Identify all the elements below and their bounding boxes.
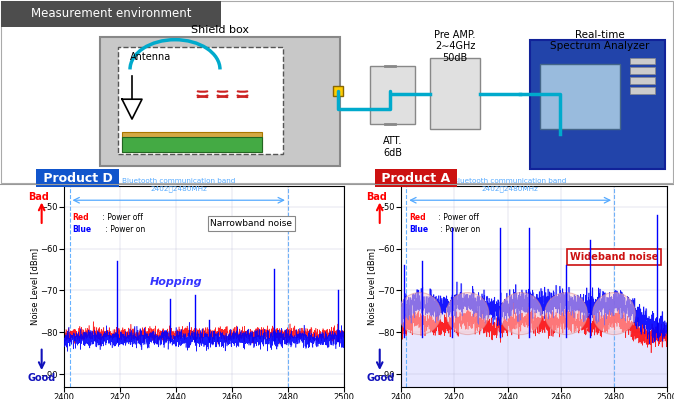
Bar xyxy=(100,37,340,166)
Bar xyxy=(630,77,655,84)
Text: Shield box: Shield box xyxy=(191,25,249,35)
Text: Bluetooth communication band
2402～2480MHz: Bluetooth communication band 2402～2480MH… xyxy=(454,178,567,192)
Text: Pre AMP.
2∼4GHz
50dB: Pre AMP. 2∼4GHz 50dB xyxy=(434,30,476,63)
Ellipse shape xyxy=(446,292,489,334)
Text: : Power off: : Power off xyxy=(435,213,479,222)
Ellipse shape xyxy=(499,292,542,334)
Text: ATT.
6dB: ATT. 6dB xyxy=(384,136,402,158)
Text: Red: Red xyxy=(72,213,89,222)
Bar xyxy=(370,67,415,124)
Text: Product D: Product D xyxy=(39,172,117,184)
Text: : Power on: : Power on xyxy=(103,225,146,235)
Bar xyxy=(333,86,343,96)
Text: Good: Good xyxy=(367,373,395,383)
Text: Antenna: Antenna xyxy=(130,51,171,61)
Text: Bad: Bad xyxy=(28,192,49,201)
Text: Bad: Bad xyxy=(367,192,388,201)
Ellipse shape xyxy=(398,292,441,334)
Ellipse shape xyxy=(545,292,587,334)
Text: Red: Red xyxy=(409,213,426,222)
Y-axis label: Noise Level [dBm]: Noise Level [dBm] xyxy=(30,248,39,325)
Text: Blue: Blue xyxy=(409,225,428,235)
Text: : Power on: : Power on xyxy=(438,225,481,235)
Bar xyxy=(540,65,620,129)
Text: Hopping: Hopping xyxy=(150,277,202,287)
Text: Real-time
Spectrum Analyzer: Real-time Spectrum Analyzer xyxy=(550,30,650,51)
Text: Narrowband noise: Narrowband noise xyxy=(210,219,293,228)
Bar xyxy=(630,57,655,65)
Bar xyxy=(630,67,655,74)
Ellipse shape xyxy=(592,292,636,334)
Text: : Power off: : Power off xyxy=(100,213,144,222)
Bar xyxy=(630,87,655,94)
Bar xyxy=(530,40,665,169)
Text: Measurement environment: Measurement environment xyxy=(31,8,191,20)
Text: Good: Good xyxy=(28,373,56,383)
Bar xyxy=(118,47,283,154)
Text: Blue: Blue xyxy=(72,225,92,235)
Bar xyxy=(122,132,262,152)
Bar xyxy=(1,1,221,27)
Text: Wideband noise: Wideband noise xyxy=(570,252,658,262)
Y-axis label: Noise Level [dBm]: Noise Level [dBm] xyxy=(367,248,376,325)
Bar xyxy=(122,137,262,152)
Text: Product A: Product A xyxy=(377,172,454,184)
Bar xyxy=(430,57,480,129)
Text: Bluetooth communication band
2402～2480MHz: Bluetooth communication band 2402～2480MH… xyxy=(122,178,235,192)
